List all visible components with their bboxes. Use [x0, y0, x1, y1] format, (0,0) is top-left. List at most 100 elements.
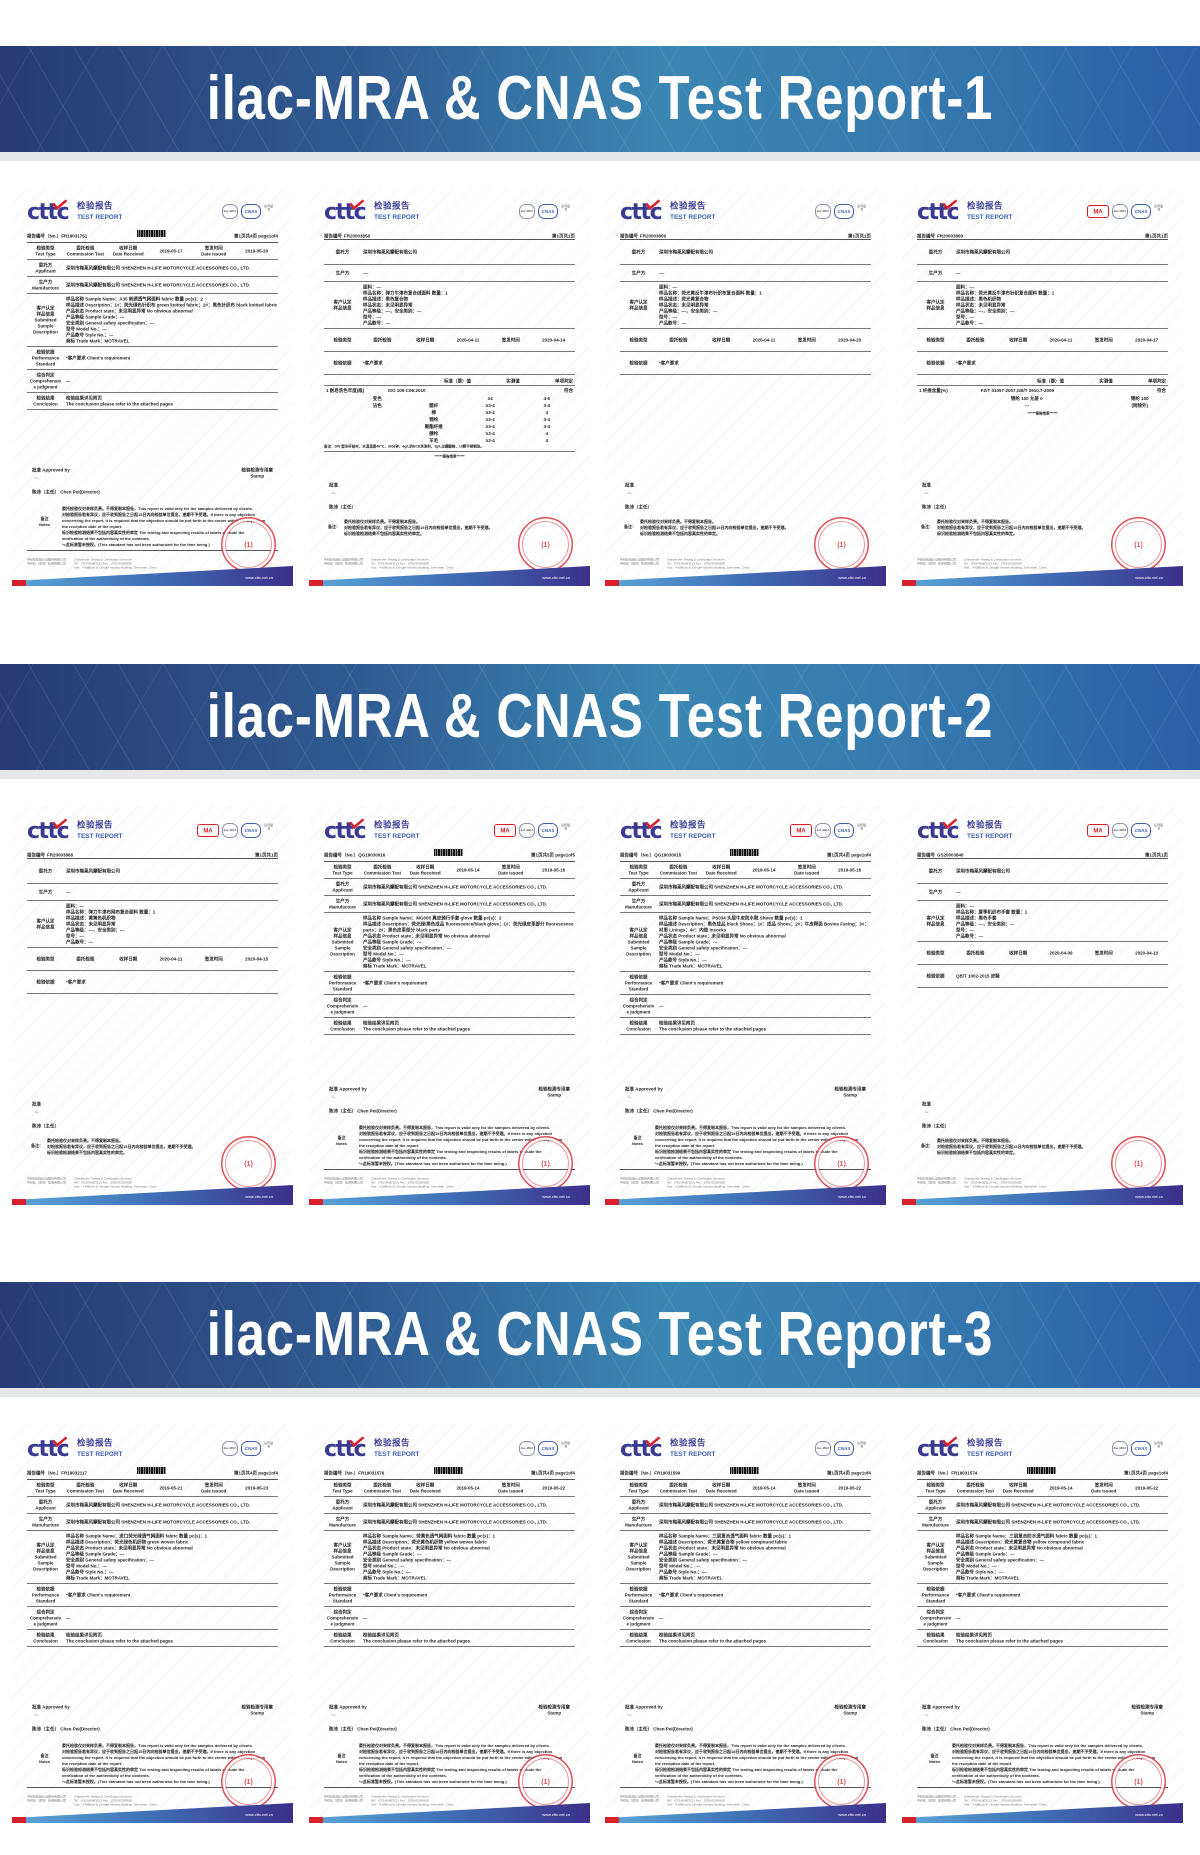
accreditation-marks: ilac-MRA CNAS 认可证书 [519, 1441, 570, 1456]
label-line: 客户认定 [629, 927, 648, 933]
label-cn: 检验类型 [36, 1482, 55, 1488]
cma-mark-icon: MA [1087, 205, 1109, 218]
manufacture-label: 生产方 Manufacture [917, 1516, 954, 1528]
footer-column: 中纺标检验认证股份有限公司 中纺标（深圳）检测有限公司 [620, 558, 659, 570]
label-line: Standard [628, 1598, 649, 1604]
sample-label: 客户认定 样品信息 Submitted Sample Description [27, 1542, 64, 1572]
accreditation-marks: MA ilac-MRA CNAS 认可证书 [1087, 823, 1163, 838]
notes-block: 备注： 委托检验仅对来样负责。不得复制本报告。 对检验报告若有异议，应于收到报告之日… [324, 519, 575, 539]
stamp-label: 检验检测专用章 Stamp [538, 1704, 570, 1716]
commission-test: 委托检验 [76, 956, 95, 962]
result-cell: ≥4 [487, 396, 493, 401]
barcode-redacted [137, 230, 166, 237]
cttc-logo: cttc 检验报告 TEST REPORT [324, 195, 424, 225]
label-line: Submitted [34, 1554, 57, 1560]
sample-line: 样品名称：弹力牛津布网布复合面料 数量：1 [66, 909, 156, 915]
sample-label: 客户认定 样品信息 [27, 918, 64, 930]
test-type-label: 检验类型 [629, 337, 648, 343]
label-cn: 检验类型 [926, 1482, 945, 1488]
sample-row: 客户认定 样品信息 面料：--- 样品名称：荧光黄反牛津布针织布复合面料 数量：1 样品… [620, 282, 871, 329]
date-received-value: 2020-04-11 [752, 337, 776, 343]
sample-line: 产品款号：--- [659, 320, 686, 326]
report-number: 报告编号（No.）QG19030015 [620, 852, 681, 858]
judgment-value: --- [66, 1615, 71, 1621]
notes-label: 备注 Notes [620, 1125, 655, 1167]
date-issued-value: 2019-05-16 [542, 867, 566, 873]
label-cn: 委托方 [38, 262, 53, 268]
barcode-redacted [434, 1467, 463, 1474]
manufacture-value: 深圳市梅莱风摩配有限公司 SHENZHEN H-LIFE MOTORCYCLE … [659, 1519, 844, 1525]
label-line: 样品信息 [36, 311, 55, 317]
judgment-row: 综合判定 Comprehensiv e judgment --- [324, 1607, 575, 1630]
footer-column: Chinatextile Testing & Certification Ser… [964, 558, 1047, 570]
sample-line: 样品名称：荧光黄反牛津布针织布复合面料 数量：1 [659, 290, 762, 296]
label-en: Test Type [332, 870, 353, 876]
test-type-label: 检验类型 [926, 950, 945, 956]
judgment-row: 综合判定 Comprehensiv e judgment --- [324, 995, 575, 1018]
commission-test: 委托检验 Commission Test [657, 864, 700, 876]
note-line: *=此标准暂未授权。(This standard has not been au… [952, 1779, 1100, 1785]
sample-line: 型号 Model No.：--- [956, 1563, 997, 1569]
label-en: Manufacture [329, 904, 356, 910]
judgment-value: --- [659, 1003, 664, 1009]
label-line: 检验结果 [926, 1632, 945, 1638]
date-received-label: 收样日期 [712, 337, 731, 343]
label-line: Conclusion [626, 1026, 651, 1032]
footer-contact: 中纺标检验认证股份有限公司 中纺标（深圳）检测有限公司 Chinatextile T… [917, 1177, 1168, 1189]
test-report-page: cttc 检验报告 TEST REPORT MA ilac-MRA CNAS 认可证书 报告编… [309, 806, 590, 1205]
note-line: 委托检验仅对来样负责。不得复制本报告。 [640, 519, 716, 525]
ilac-mra-mark-icon: ilac-MRA [519, 1441, 535, 1456]
result-cell: 腈纶 [429, 431, 439, 436]
result-cell: 4 [545, 438, 548, 443]
sample-label: 客户认定 样品信息 [917, 915, 954, 927]
footer-line: Add：4-6/Block B, Dongfe Industry Buildin… [964, 1185, 1047, 1189]
sample-line: 产品等级 Sample Grade：--- [363, 1551, 422, 1557]
judgment-row: 综合判定 Comprehensiv e judgment --- [27, 370, 278, 393]
logo-mark: cttc [917, 818, 960, 844]
result-cell [349, 417, 406, 423]
approved-by-label: 批准 [922, 482, 932, 488]
note-line: *=此标准暂未授权。(This standard has not been au… [62, 1779, 210, 1785]
cnas-certificate-label: 认可证书 [264, 1442, 274, 1449]
applicant-label: 委托方 [38, 868, 53, 874]
conclusion-label: 检验结果 Conclusion [27, 1632, 64, 1644]
barcode-redacted [137, 1467, 166, 1474]
commission-test: 委托检验 [966, 950, 985, 956]
manufacture-row: 生产方 Manufacture 深圳市梅莱风摩配有限公司 SHENZHEN H-LI… [324, 896, 575, 913]
sample-line: 产品等级：---，安全类别：--- [956, 921, 1015, 927]
test-report-page: cttc 检验报告 TEST REPORT MA ilac-MRA CNAS 认可证书 报告编… [902, 806, 1183, 1205]
cnas-certificate-label: 认可证书 [857, 1442, 867, 1449]
label-cn: 生产方 [38, 1516, 53, 1522]
note-line: the reception date of the report. [62, 524, 123, 530]
footer-red-block [605, 580, 619, 586]
result-cell: ≥3-4 [485, 431, 495, 436]
label-en: Commission Test [66, 251, 104, 257]
footer-column: Chinatextile Testing & Certification Ser… [667, 1795, 750, 1807]
footer-line: Chinatextile Testing & Certification Ser… [74, 1177, 132, 1181]
standard-value: *客户要求 Client's requirement [66, 355, 131, 361]
notes-label: 备注 Notes [324, 1125, 359, 1167]
logo-mark: cttc [324, 818, 367, 844]
section-title: ilac-MRA & CNAS Test Report-2 [206, 682, 994, 751]
report-table: 委托方 深圳市梅莱风摩配有限公司 生产方 --- 客户认定 样品信息 面料：--- 样品名称：… [324, 239, 575, 460]
sample-value: 样品名称 Sample Name：三层复合防水透气面料 fabric 数量 pc… [954, 1533, 1168, 1581]
divider [917, 385, 1168, 386]
sample-line: 产品状态 Product state：未见明显异常 No obvious abn… [659, 1545, 786, 1551]
note-line: 对检验报告若有异议，应于收到报告之日起15日内向检验单位提出，逾期不予受理。If… [952, 1749, 1146, 1755]
label-cn: 委托方 [38, 1499, 53, 1505]
test-report-page: cttc 检验报告 TEST REPORT ilac-MRA CNAS 认可证书 报告编号 F… [605, 187, 886, 586]
footer-contact: 中纺标检验认证股份有限公司 中纺标（深圳）检测有限公司 Chinatextile T… [27, 1177, 278, 1189]
manufacture-label: 生产方 [928, 889, 943, 895]
signature-icon: ~ [924, 1108, 929, 1117]
sample-line: 样品描述 Description：荧光绿色机织物 green woven fab… [66, 1539, 189, 1545]
test-report-thumbnail: cttc 检验报告 TEST REPORT ilac-MRA CNAS 认可证书 报告编号 F… [309, 187, 590, 586]
cnas-mark-icon: CNAS [538, 1441, 558, 1456]
note-line: concerning the report, it is required th… [62, 518, 266, 524]
label-line: 综合判定 [629, 997, 648, 1003]
logo-mark: cttc [27, 818, 70, 844]
conclusion-row: 检验结果 Conclusion 检验结果详见附页 The conclusion ple… [27, 393, 278, 410]
table-header-cell: 单项判定 [1147, 378, 1166, 384]
sample-line: 产品等级 Sample Grade：--- [659, 1551, 718, 1557]
sample-line: 产品等级 Sample Grade：--- [956, 1551, 1015, 1557]
test-type-row: 检验类型 委托检验 收样日期 2020-04-11 签发时间 2020-04-14 [324, 329, 575, 352]
